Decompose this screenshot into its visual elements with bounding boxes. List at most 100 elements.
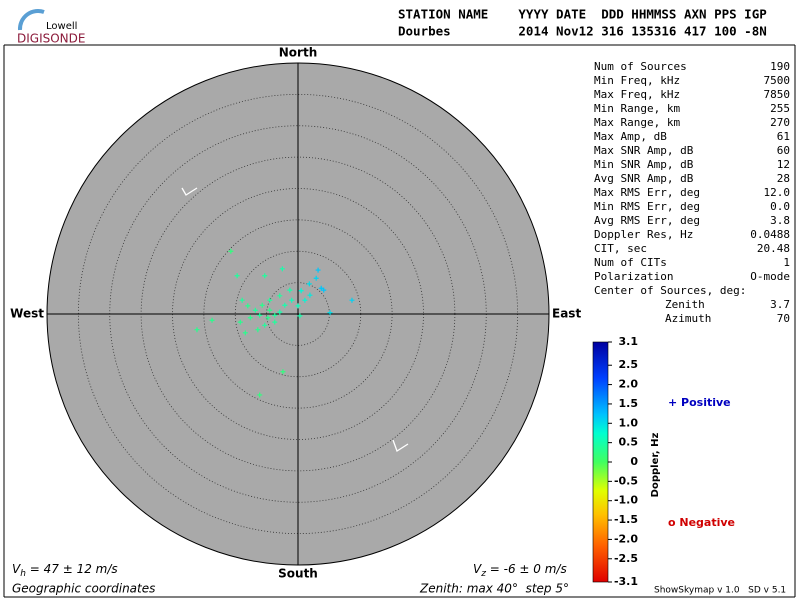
compass-label: South <box>278 567 318 581</box>
header-line: STATION NAME YYYY DATE DDD HHMMSS AXN PP… <box>398 7 767 22</box>
colorbar-tick-label: 1.5 <box>619 397 639 410</box>
source-point <box>262 273 268 279</box>
stat-label: Zenith <box>665 298 705 311</box>
colorbar-tick-label: -2.0 <box>614 532 638 545</box>
stat-value: 7500 <box>764 74 791 87</box>
stat-value: O-mode <box>750 270 790 283</box>
source-point <box>262 322 268 328</box>
stat-value: 255 <box>770 102 790 115</box>
stat-label: Min Range, km <box>594 102 680 115</box>
coords: Geographic coordinates <box>12 582 155 596</box>
colorbar-tick-label: -0.5 <box>614 474 638 487</box>
source-point <box>257 312 263 318</box>
stat-value: 1 <box>783 256 790 269</box>
stat-value: 270 <box>770 116 790 129</box>
source-point <box>267 297 273 303</box>
compass-label: West <box>10 307 44 321</box>
stat-label: Min RMS Err, deg <box>594 200 700 213</box>
colorbar-tick-label: -1.5 <box>614 513 638 526</box>
source-point <box>267 307 273 313</box>
compass-label: East <box>552 307 581 321</box>
source-point <box>327 310 333 316</box>
source-point <box>255 327 261 333</box>
stat-label: Num of Sources <box>594 60 687 73</box>
source-point <box>295 303 301 309</box>
source-point <box>237 319 243 325</box>
stat-label: Min SNR Amp, dB <box>594 158 694 171</box>
stat-label: Min Freq, kHz <box>594 74 680 87</box>
stat-label: Max RMS Err, deg <box>594 186 700 199</box>
source-point <box>302 297 308 303</box>
source-point <box>272 312 278 318</box>
source-point <box>282 302 288 308</box>
source-point <box>297 313 303 319</box>
logo-arc <box>17 8 45 31</box>
source-point <box>307 292 313 298</box>
legend-negative: o Negative <box>668 516 735 529</box>
source-point <box>277 293 283 299</box>
version: ShowSkymap v 1.0 SD v 5.1 <box>654 586 786 596</box>
stat-value: 3.8 <box>770 214 790 227</box>
zenith-note: Zenith: max 40° step 5° <box>419 582 569 596</box>
source-point <box>289 297 295 303</box>
colorbar-tick-label: 2.5 <box>619 358 639 371</box>
stat-label: Avg RMS Err, deg <box>594 214 700 227</box>
center-title: Center of Sources, deg: <box>594 284 746 297</box>
compass-label: North <box>279 46 317 60</box>
source-point <box>245 303 251 309</box>
source-point <box>313 275 319 281</box>
source-point <box>265 315 271 321</box>
source-point <box>257 392 263 398</box>
colorbar <box>592 341 609 583</box>
marker <box>181 187 198 196</box>
source-point <box>272 319 278 325</box>
colorbar-tick-label: 0.5 <box>619 436 639 449</box>
source-point <box>306 281 312 287</box>
colorbar-label: Doppler, Hz <box>650 433 661 498</box>
source-point <box>239 297 245 303</box>
stat-label: Doppler Res, Hz <box>594 228 693 241</box>
stat-value: 3.7 <box>770 298 790 311</box>
vz: Vz = -6 ± 0 m/s <box>473 562 567 579</box>
source-point <box>298 288 304 294</box>
source-point <box>287 287 293 293</box>
vh: Vh = 47 ± 12 m/s <box>12 562 118 579</box>
source-point <box>318 285 324 291</box>
stat-label: Max Freq, kHz <box>594 88 680 101</box>
source-point <box>209 317 215 323</box>
stat-label: Num of CITs <box>594 256 667 269</box>
colorbar-tick-label: -1.0 <box>614 494 638 507</box>
stat-value: 0.0 <box>770 200 790 213</box>
source-point <box>252 307 258 313</box>
source-point <box>315 267 321 273</box>
source-point <box>194 327 200 333</box>
source-point <box>277 309 283 315</box>
source-point <box>247 315 253 321</box>
colorbar-tick-label: -2.5 <box>614 552 638 565</box>
source-point <box>280 369 286 375</box>
stat-value: 12.0 <box>764 186 791 199</box>
logo-top: Lowell <box>46 21 77 32</box>
stat-label: Max SNR Amp, dB <box>594 144 694 157</box>
colorbar-tick-label: 0 <box>630 455 638 468</box>
stat-label: Avg SNR Amp, dB <box>594 172 694 185</box>
stat-label: Max Range, km <box>594 116 680 129</box>
source-point <box>228 248 234 254</box>
stat-label: Azimuth <box>665 312 711 325</box>
source-point <box>259 302 265 308</box>
source-point <box>349 297 355 303</box>
source-point <box>242 330 248 336</box>
stat-label: Max Amp, dB <box>594 130 667 143</box>
colorbar-tick-label: 2.0 <box>619 378 639 391</box>
stat-value: 12 <box>777 158 790 171</box>
header-line: Dourbes 2014 Nov12 316 135316 417 100 -8… <box>398 24 767 39</box>
marker <box>392 439 409 452</box>
source-point <box>279 266 285 272</box>
stat-value: 0.0488 <box>750 228 790 241</box>
stat-value: 28 <box>777 172 790 185</box>
stat-value: 70 <box>777 312 790 325</box>
colorbar-tick-label: 3.1 <box>619 335 639 348</box>
stat-value: 190 <box>770 60 790 73</box>
stat-value: 7850 <box>764 88 791 101</box>
stat-label: Polarization <box>594 270 673 283</box>
